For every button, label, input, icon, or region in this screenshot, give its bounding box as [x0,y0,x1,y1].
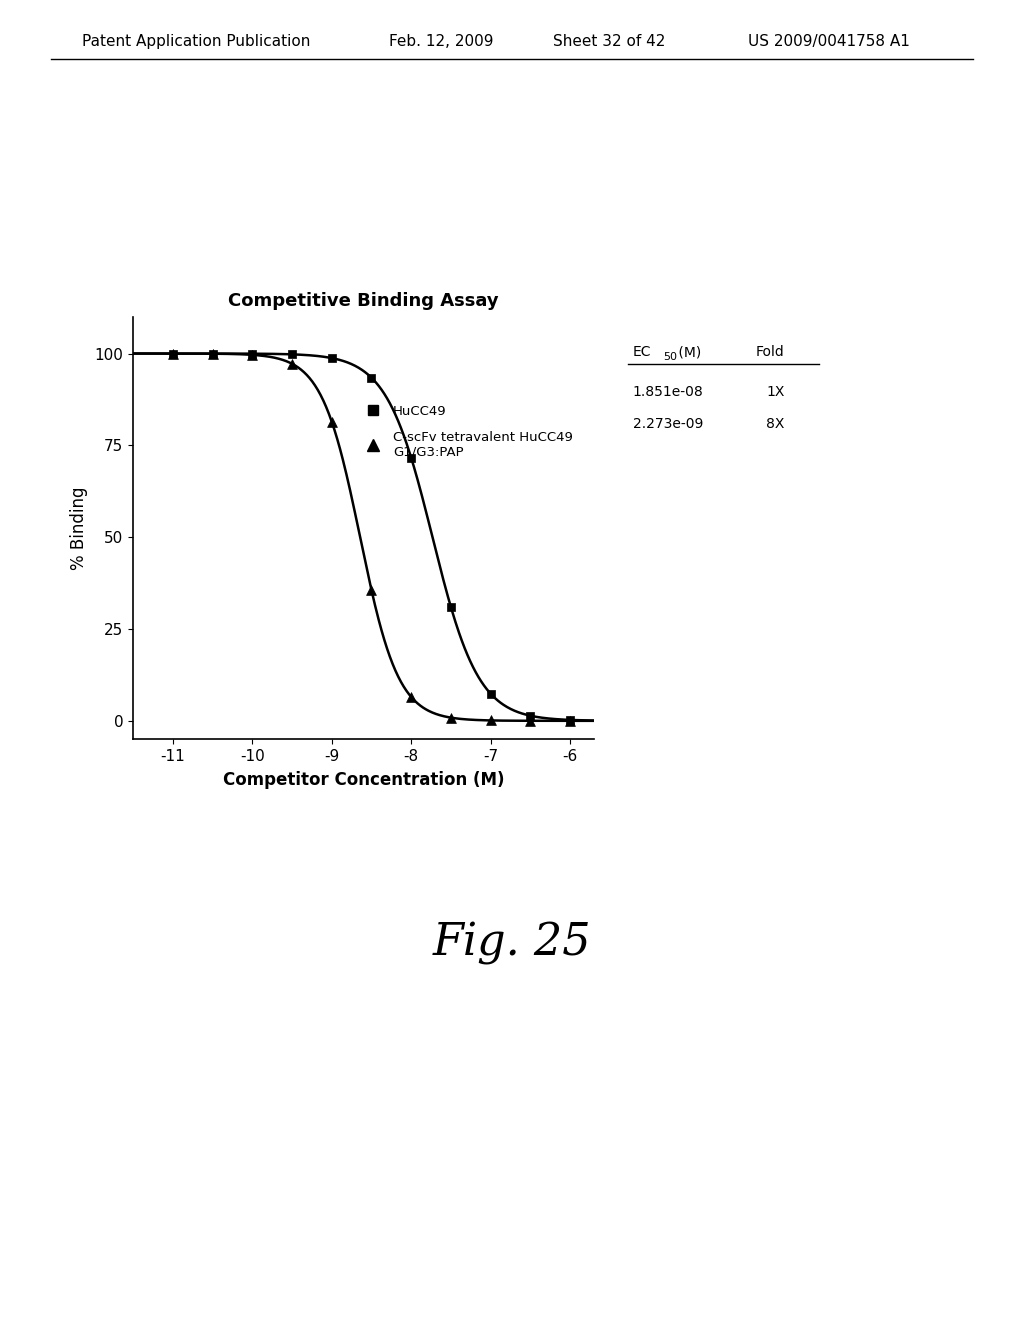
Text: 2.273e-09: 2.273e-09 [633,417,703,430]
Text: US 2009/0041758 A1: US 2009/0041758 A1 [748,34,909,49]
Point [364,367,380,388]
Point [284,343,300,364]
Legend: HuCC49, C-scFv tetravalent HuCC49
G1/G3:PAP: HuCC49, C-scFv tetravalent HuCC49 G1/G3:… [354,400,579,465]
Text: Fold: Fold [756,346,784,359]
Point [205,343,221,364]
Point [562,710,579,731]
Point [442,708,459,729]
Text: Fig. 25: Fig. 25 [433,923,591,965]
Text: 1.851e-08: 1.851e-08 [633,385,703,399]
Point [244,345,260,366]
Y-axis label: % Binding: % Binding [70,486,88,570]
Point [562,709,579,730]
Text: (M): (M) [674,346,701,359]
Text: Feb. 12, 2009: Feb. 12, 2009 [389,34,494,49]
Point [403,447,420,469]
Text: 1X: 1X [766,385,784,399]
Text: EC: EC [633,346,651,359]
Point [442,597,459,618]
Point [165,343,181,364]
Point [205,343,221,364]
Point [165,343,181,364]
Point [403,686,420,708]
Text: Patent Application Publication: Patent Application Publication [82,34,310,49]
Point [482,710,499,731]
X-axis label: Competitor Concentration (M): Competitor Concentration (M) [223,771,504,789]
Point [324,347,340,368]
Point [324,411,340,432]
Text: 50: 50 [664,352,678,363]
Point [244,343,260,364]
Point [364,579,380,601]
Point [522,705,539,726]
Text: 8X: 8X [766,417,784,430]
Point [522,710,539,731]
Title: Competitive Binding Assay: Competitive Binding Assay [228,292,499,310]
Point [284,354,300,375]
Point [482,684,499,705]
Text: Sheet 32 of 42: Sheet 32 of 42 [553,34,666,49]
